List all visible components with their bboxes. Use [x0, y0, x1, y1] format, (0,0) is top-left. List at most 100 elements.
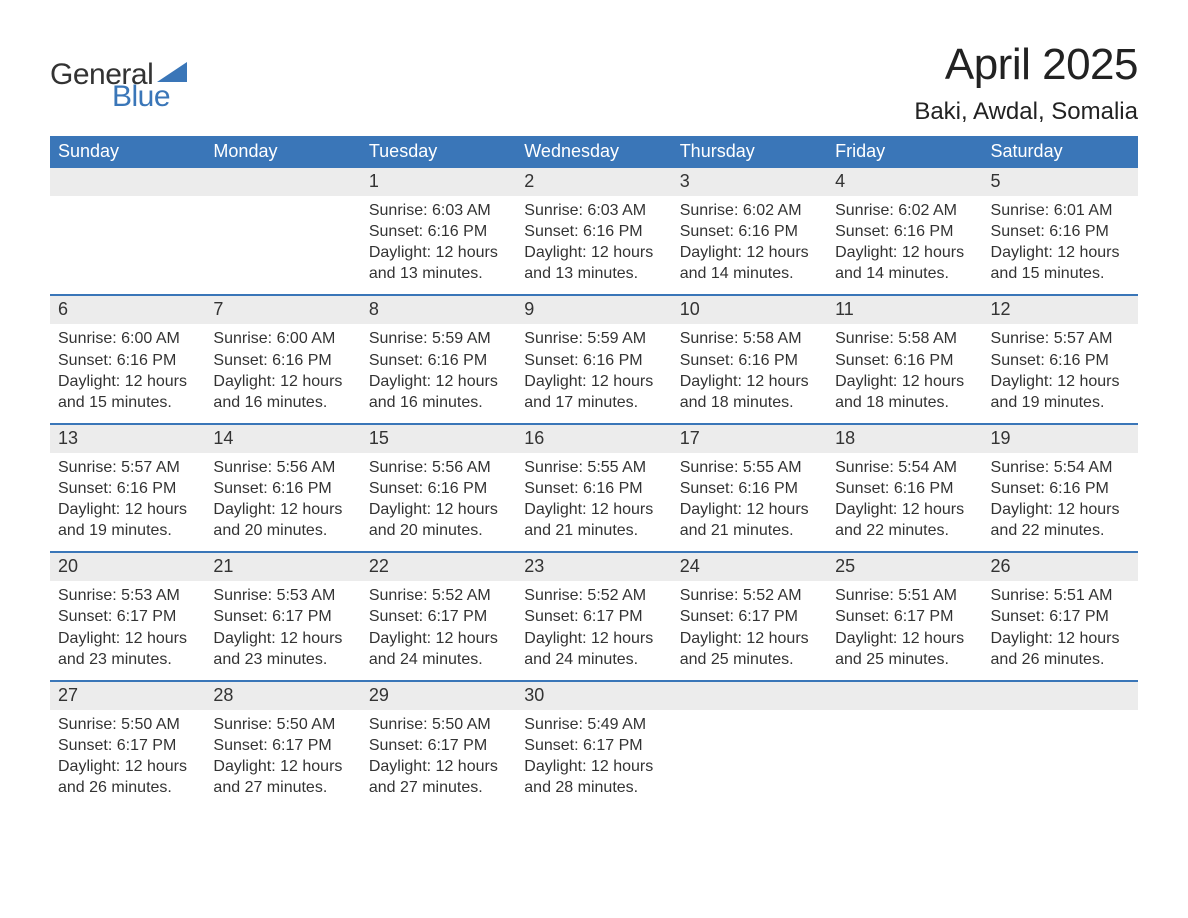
sunrise-value: 5:57 AM — [121, 459, 180, 476]
daylight-label: Daylight: — [524, 373, 586, 390]
sunset-line: Sunset: 6:17 PM — [835, 606, 974, 627]
sunset-value: 6:16 PM — [1049, 352, 1109, 369]
day-number: 27 — [50, 682, 205, 710]
daylight-label: Daylight: — [524, 501, 586, 518]
sunset-value: 6:17 PM — [583, 608, 643, 625]
sunset-line: Sunset: 6:16 PM — [58, 350, 197, 371]
day-cell: 1Sunrise: 6:03 AMSunset: 6:16 PMDaylight… — [361, 168, 516, 294]
day-cell: 13Sunrise: 5:57 AMSunset: 6:16 PMDayligh… — [50, 425, 205, 551]
day-cell: 12Sunrise: 5:57 AMSunset: 6:16 PMDayligh… — [983, 296, 1138, 422]
sunset-line: Sunset: 6:16 PM — [524, 221, 663, 242]
sunset-label: Sunset: — [369, 480, 423, 497]
sunset-value: 6:16 PM — [894, 352, 954, 369]
daylight-line: Daylight: 12 hours and 17 minutes. — [524, 371, 663, 413]
day-cell: 27Sunrise: 5:50 AMSunset: 6:17 PMDayligh… — [50, 682, 205, 808]
daylight-label: Daylight: — [524, 630, 586, 647]
sunset-label: Sunset: — [369, 352, 423, 369]
daylight-line: Daylight: 12 hours and 19 minutes. — [991, 371, 1130, 413]
sunrise-label: Sunrise: — [524, 330, 583, 347]
sunrise-label: Sunrise: — [369, 587, 428, 604]
sunset-line: Sunset: 6:17 PM — [369, 606, 508, 627]
daylight-line: Daylight: 12 hours and 26 minutes. — [991, 628, 1130, 670]
sunrise-label: Sunrise: — [369, 459, 428, 476]
sunset-label: Sunset: — [680, 608, 734, 625]
sunset-value: 6:16 PM — [583, 223, 643, 240]
day-cell: 25Sunrise: 5:51 AMSunset: 6:17 PMDayligh… — [827, 553, 982, 679]
daylight-label: Daylight: — [369, 758, 431, 775]
day-body: Sunrise: 6:00 AMSunset: 6:16 PMDaylight:… — [50, 324, 205, 412]
sunrise-line: Sunrise: 5:52 AM — [680, 585, 819, 606]
sunset-label: Sunset: — [58, 480, 112, 497]
sunset-value: 6:17 PM — [117, 737, 177, 754]
daylight-label: Daylight: — [835, 373, 897, 390]
day-body: Sunrise: 5:53 AMSunset: 6:17 PMDaylight:… — [50, 581, 205, 669]
day-body: Sunrise: 5:57 AMSunset: 6:16 PMDaylight:… — [983, 324, 1138, 412]
daylight-line: Daylight: 12 hours and 27 minutes. — [369, 756, 508, 798]
day-cell — [983, 682, 1138, 808]
daylight-line: Daylight: 12 hours and 14 minutes. — [835, 242, 974, 284]
sunrise-label: Sunrise: — [991, 587, 1050, 604]
sunrise-label: Sunrise: — [835, 459, 894, 476]
sunset-value: 6:17 PM — [428, 737, 488, 754]
day-cell — [672, 682, 827, 808]
day-body: Sunrise: 5:50 AMSunset: 6:17 PMDaylight:… — [50, 710, 205, 798]
page-header: General Blue April 2025 Baki, Awdal, Som… — [50, 40, 1138, 126]
sunset-label: Sunset: — [680, 480, 734, 497]
sunrise-label: Sunrise: — [835, 330, 894, 347]
daylight-line: Daylight: 12 hours and 27 minutes. — [213, 756, 352, 798]
daylight-line: Daylight: 12 hours and 23 minutes. — [58, 628, 197, 670]
day-number: 7 — [205, 296, 360, 324]
dow-cell: Monday — [205, 136, 360, 168]
sunset-value: 6:16 PM — [738, 223, 798, 240]
sunrise-line: Sunrise: 5:59 AM — [369, 328, 508, 349]
sunset-line: Sunset: 6:17 PM — [58, 606, 197, 627]
sunrise-label: Sunrise: — [991, 202, 1050, 219]
week-row: 20Sunrise: 5:53 AMSunset: 6:17 PMDayligh… — [50, 551, 1138, 679]
sunrise-value: 6:00 AM — [121, 330, 180, 347]
sunrise-line: Sunrise: 5:51 AM — [991, 585, 1130, 606]
day-cell: 6Sunrise: 6:00 AMSunset: 6:16 PMDaylight… — [50, 296, 205, 422]
sunset-label: Sunset: — [58, 608, 112, 625]
sunset-label: Sunset: — [524, 737, 578, 754]
day-number: 25 — [827, 553, 982, 581]
sunrise-value: 6:02 AM — [898, 202, 957, 219]
sunrise-label: Sunrise: — [835, 587, 894, 604]
day-number: 2 — [516, 168, 671, 196]
daylight-line: Daylight: 12 hours and 26 minutes. — [58, 756, 197, 798]
day-cell: 9Sunrise: 5:59 AMSunset: 6:16 PMDaylight… — [516, 296, 671, 422]
sunset-line: Sunset: 6:16 PM — [680, 221, 819, 242]
day-body: Sunrise: 5:51 AMSunset: 6:17 PMDaylight:… — [827, 581, 982, 669]
sunset-value: 6:17 PM — [738, 608, 798, 625]
sunset-label: Sunset: — [991, 352, 1045, 369]
sunrise-line: Sunrise: 5:58 AM — [835, 328, 974, 349]
sunrise-line: Sunrise: 5:55 AM — [524, 457, 663, 478]
day-body: Sunrise: 5:52 AMSunset: 6:17 PMDaylight:… — [516, 581, 671, 669]
sunrise-label: Sunrise: — [991, 330, 1050, 347]
day-body: Sunrise: 5:56 AMSunset: 6:16 PMDaylight:… — [361, 453, 516, 541]
logo-word2: Blue — [112, 80, 170, 114]
sunrise-line: Sunrise: 5:57 AM — [58, 457, 197, 478]
sunset-line: Sunset: 6:17 PM — [991, 606, 1130, 627]
sunset-value: 6:16 PM — [272, 352, 332, 369]
sunset-label: Sunset: — [58, 737, 112, 754]
sunset-value: 6:16 PM — [428, 223, 488, 240]
daylight-line: Daylight: 12 hours and 16 minutes. — [213, 371, 352, 413]
daylight-line: Daylight: 12 hours and 13 minutes. — [369, 242, 508, 284]
daylight-line: Daylight: 12 hours and 23 minutes. — [213, 628, 352, 670]
sunset-value: 6:16 PM — [738, 480, 798, 497]
day-cell: 7Sunrise: 6:00 AMSunset: 6:16 PMDaylight… — [205, 296, 360, 422]
sunrise-label: Sunrise: — [213, 330, 272, 347]
day-cell: 20Sunrise: 5:53 AMSunset: 6:17 PMDayligh… — [50, 553, 205, 679]
day-number: 29 — [361, 682, 516, 710]
sunrise-value: 5:55 AM — [587, 459, 646, 476]
day-number: 19 — [983, 425, 1138, 453]
sunrise-label: Sunrise: — [524, 587, 583, 604]
day-body: Sunrise: 5:52 AMSunset: 6:17 PMDaylight:… — [672, 581, 827, 669]
sunrise-label: Sunrise: — [58, 716, 117, 733]
sunrise-value: 5:52 AM — [587, 587, 646, 604]
sunset-line: Sunset: 6:17 PM — [213, 735, 352, 756]
daylight-line: Daylight: 12 hours and 28 minutes. — [524, 756, 663, 798]
sunrise-line: Sunrise: 5:52 AM — [524, 585, 663, 606]
sunset-value: 6:16 PM — [894, 480, 954, 497]
sunset-value: 6:16 PM — [583, 480, 643, 497]
